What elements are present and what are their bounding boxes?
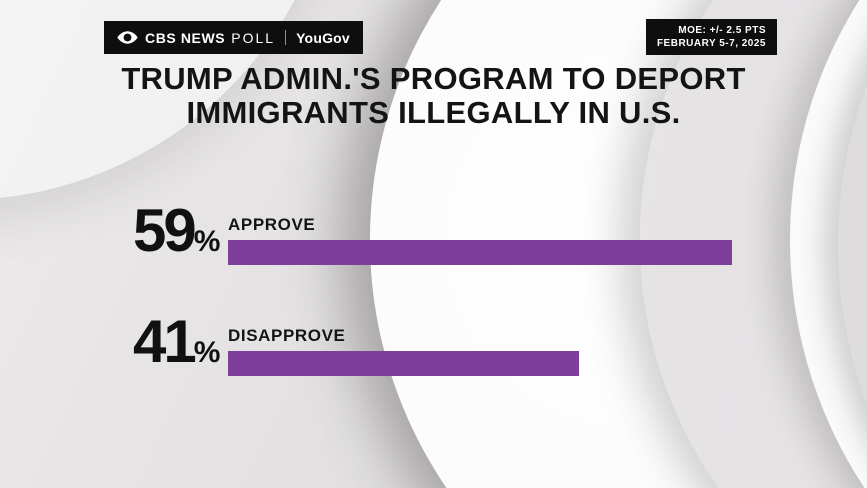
brand-yougov: YouGov bbox=[296, 29, 350, 46]
approve-value: 59% bbox=[133, 201, 228, 265]
bar-fill bbox=[228, 351, 579, 376]
disapprove-label: DISAPPROVE bbox=[228, 326, 346, 345]
brand-divider bbox=[285, 30, 287, 45]
moe-line: MOE: +/- 2.5 PTS bbox=[678, 25, 766, 36]
brand-cbs-news: CBS NEWS bbox=[145, 29, 226, 46]
bar-fill bbox=[228, 240, 732, 265]
date-line: FEBRUARY 5-7, 2025 bbox=[656, 38, 766, 49]
title-line-1: TRUMP ADMIN.'S PROGRAM TO DEPORT bbox=[121, 61, 746, 96]
approve-bar-group: APPROVE bbox=[228, 215, 732, 265]
approve-label: APPROVE bbox=[228, 215, 316, 234]
disapprove-percent-sign: % bbox=[193, 336, 221, 369]
disapprove-bar-group: DISAPPROVE bbox=[228, 326, 579, 376]
approve-number: 59 bbox=[133, 197, 197, 264]
disapprove-value: 41% bbox=[133, 312, 228, 376]
bar-row-approve: 59% APPROVE bbox=[133, 201, 732, 265]
brand-poll: POLL bbox=[231, 29, 276, 46]
bar-row-disapprove: 41% DISAPPROVE bbox=[133, 312, 732, 376]
page-title: TRUMP ADMIN.'S PROGRAM TO DEPORT IMMIGRA… bbox=[0, 62, 867, 130]
cbs-eye-icon bbox=[117, 31, 138, 44]
approve-percent-sign: % bbox=[193, 225, 221, 258]
disapprove-number: 41 bbox=[133, 308, 197, 375]
cbs-news-poll-badge: CBS NEWS POLL YouGov bbox=[104, 21, 363, 54]
title-line-2: IMMIGRANTS ILLEGALLY IN U.S. bbox=[186, 95, 681, 130]
moe-badge: MOE: +/- 2.5 PTS FEBRUARY 5-7, 2025 bbox=[645, 19, 777, 55]
bar-chart: 59% APPROVE 41% DISAPPROVE bbox=[133, 201, 732, 430]
